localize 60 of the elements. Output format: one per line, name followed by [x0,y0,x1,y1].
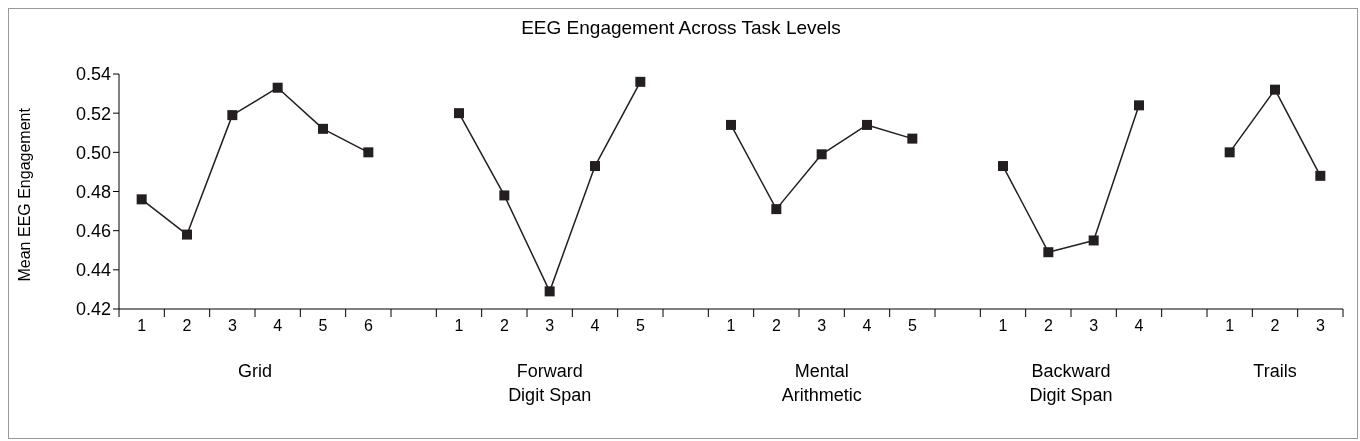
point [1043,247,1054,258]
x-tick-label: 3 [1315,317,1325,334]
y-tick-label: 0.52 [75,103,111,124]
text: Grid [237,360,273,383]
x-tick-label: 1 [998,317,1008,334]
x-tick-label: 6 [363,317,373,334]
point [862,119,872,130]
x-tick-label: 2 [771,317,781,334]
x-tick-label: 1 [1225,317,1235,334]
x-tick-label: 2 [499,317,509,334]
point [590,161,600,172]
point [363,147,374,158]
x-tick-label: 2 [182,317,192,334]
x-tick-label: 3 [1089,317,1099,334]
point [454,108,464,119]
x-tick-label: 2 [1270,317,1280,334]
x-tick-label: 3 [817,317,827,334]
x-tick-label: 5 [907,317,917,334]
point [726,119,736,130]
point [907,133,918,144]
x-tick-label: 5 [318,317,328,334]
text: Backward Digit Span [1028,360,1114,407]
x-tick-label: 1 [726,317,736,334]
x-tick-label: 4 [273,317,283,334]
point [136,194,147,205]
point [544,286,555,297]
point [816,149,827,160]
point [998,161,1008,172]
point [635,76,646,87]
text: Mental Arithmetic [780,360,863,407]
text: Trails [1252,360,1298,383]
y-tick-label: 0.50 [75,142,111,163]
chart-title: EEG Engagement Across Task Levels [520,17,842,39]
y-axis-title: Mean EEG Engagement [15,107,33,282]
y-tick-label: 0.42 [75,299,111,320]
x-tick-label: 2 [1043,317,1053,334]
point [1088,235,1099,246]
point [318,123,328,134]
x-tick-label: 1 [137,317,147,334]
x-tick-label: 3 [545,317,555,334]
point [272,82,283,93]
point [1224,147,1235,158]
point [182,229,192,240]
x-tick-label: 4 [590,317,600,334]
y-tick-label: 0.44 [75,260,111,281]
point [1315,170,1326,181]
y-tick-label: 0.48 [75,181,111,202]
point [227,110,238,121]
x-tick-label: 1 [454,317,464,334]
point [1270,84,1280,95]
x-tick-label: 4 [862,317,872,334]
point [771,204,782,215]
y-tick-label: 0.54 [75,64,111,85]
text: Forward Digit Span [507,360,593,407]
point [499,190,510,201]
point [1134,100,1144,111]
x-tick-label: 5 [635,317,645,334]
x-tick-label: 4 [1134,317,1144,334]
x-tick-label: 3 [227,317,237,334]
y-tick-label: 0.46 [75,221,111,242]
